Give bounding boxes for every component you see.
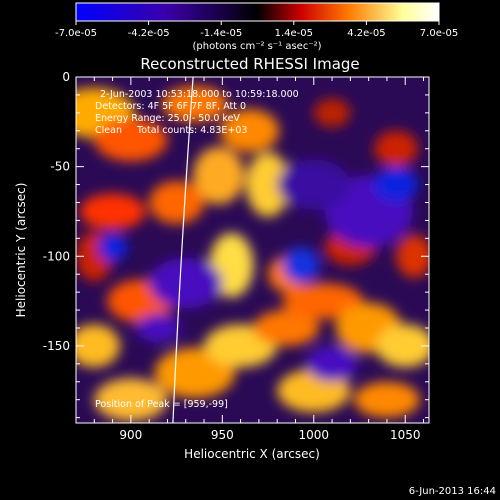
heatmap-blob — [396, 234, 429, 278]
colorbar-unit-label: (photons cm⁻² s⁻¹ asec⁻²) — [192, 41, 321, 52]
colorbar-tick-0: -7.0e-05 — [55, 28, 97, 39]
y-tick-label: -150 — [43, 339, 70, 353]
solar-limb-line — [172, 77, 194, 423]
x-tick-label: 1000 — [298, 428, 329, 442]
plot-frame — [75, 76, 430, 424]
heatmap-blob — [136, 313, 181, 343]
colorbar-ticks — [75, 21, 440, 25]
heatmap-blob — [193, 146, 245, 205]
heatmap-blob — [277, 159, 351, 210]
colorbar-tick-2: -1.4e-05 — [200, 28, 242, 39]
x-tick-label: 1050 — [390, 428, 421, 442]
heatmap-blob — [282, 247, 320, 284]
x-axis: 900 950 1000 1050 — [93, 77, 425, 442]
annotation-time: 2-Jun-2003 10:53:18.000 to 10:59:18.000 — [100, 89, 299, 100]
colorbar-tick-4: 4.2e-05 — [347, 28, 385, 39]
heatmap-blob — [282, 283, 364, 320]
heatmap-blob — [94, 118, 168, 162]
heatmap-blob — [375, 324, 429, 368]
heatmap-blob — [246, 152, 290, 217]
annotation-peak: Position of Peak = [959,-99] — [95, 399, 228, 410]
heatmap-blob — [354, 381, 420, 418]
annotation-detectors: Detectors: 4F 5F 6F 7F 8F, Att 0 — [95, 101, 246, 112]
heatmap-blob — [161, 85, 228, 122]
heatmap-blob — [97, 232, 128, 262]
y-axis: 0 -50 -100 -150 — [43, 70, 429, 419]
heatmap-blob — [220, 109, 280, 153]
y-tick-label: 0 — [62, 70, 70, 84]
y-axis-label: Heliocentric Y (arcsec) — [14, 183, 28, 318]
heatmap-blob — [374, 166, 419, 203]
heatmap-blob — [306, 345, 358, 382]
y-tick-label: -100 — [43, 249, 70, 263]
colorbar-tick-5: 7.0e-05 — [420, 28, 458, 39]
heatmap-blob — [253, 310, 320, 346]
heatmap-blob — [149, 180, 205, 225]
annotation-energy: Energy Range: 25.0 - 50.0 keV — [95, 113, 240, 124]
colorbar-tick-1: -4.2e-05 — [128, 28, 170, 39]
chart-title: Reconstructed RHESSI Image — [140, 55, 359, 73]
x-axis-label: Heliocentric X (arcsec) — [184, 447, 320, 461]
heatmap-blob — [149, 258, 223, 309]
colorbar-tick-3: 1.4e-05 — [275, 28, 313, 39]
x-tick-label: 950 — [211, 428, 234, 442]
colorbar — [75, 2, 440, 22]
x-tick-label: 900 — [119, 428, 142, 442]
y-tick-label: -50 — [50, 160, 70, 174]
heatmap-image — [76, 85, 429, 422]
heatmap-blob — [79, 193, 146, 230]
annotation-clean: Clean Total counts: 4.83E+03 — [95, 125, 247, 136]
heatmap-blob — [94, 378, 168, 422]
heatmap-blob — [313, 98, 351, 128]
heatmap-blob — [374, 130, 419, 167]
heatmap-blob — [76, 324, 120, 368]
footer-date: 6-Jun-2013 16:44 — [409, 486, 496, 497]
